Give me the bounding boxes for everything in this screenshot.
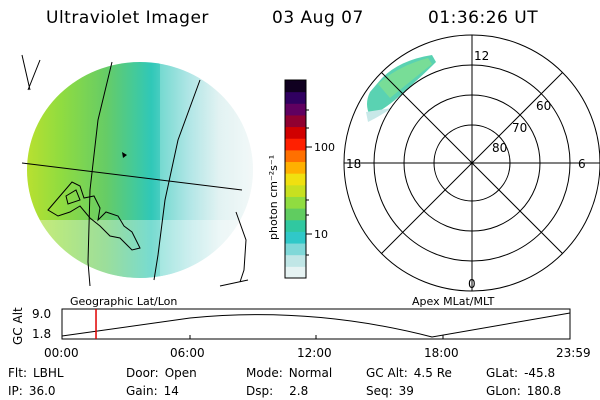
info-door: Door: Open (126, 366, 197, 380)
mlt-label-0: 0 (468, 277, 476, 291)
info-ip: IP: 36.0 (8, 384, 56, 398)
colorbar-swatch (285, 196, 306, 209)
colorbar-swatch (285, 149, 306, 163)
info-seq: Seq: 39 (366, 384, 414, 398)
geographic-panel-label: Geographic Lat/Lon (70, 295, 178, 308)
colorbar-swatch (285, 103, 306, 116)
apex-panel-label: Apex MLat/MLT (412, 295, 495, 308)
time-tick-0600: 06:00 (170, 346, 205, 360)
colorbar-swatch (285, 91, 306, 104)
alt-tick-1-8: 1.8 (32, 327, 51, 341)
colorbar-swatch (285, 231, 306, 244)
colorbar-tick-100: 100 (314, 141, 335, 154)
colorbar-swatch (285, 161, 306, 174)
info-dsp: Dsp: 2.8 (246, 384, 309, 398)
colorbar-tick-10: 10 (314, 228, 328, 241)
info-flt: Flt: LBHL (8, 366, 64, 380)
instrument-title: Ultraviolet Imager (46, 8, 209, 28)
alt-tick-9: 9.0 (32, 307, 51, 321)
mlat-label-70: 70 (512, 121, 527, 135)
mlt-label-12: 12 (474, 49, 489, 63)
info-glat: GLat: -45.8 (486, 366, 556, 380)
colorbar-unit-label: photon cm⁻²s⁻¹ (267, 155, 280, 240)
satellite-marker (122, 152, 127, 158)
alt-ylabel: GC Alt (11, 307, 25, 345)
colorbar-swatch (285, 243, 306, 256)
colorbar-swatch (285, 184, 306, 197)
lat-lon-grid (21, 54, 249, 287)
time-tick-0000: 00:00 (44, 346, 79, 360)
info-glon: GLon: 180.8 (486, 384, 562, 398)
time-tick-2359: 23:59 (556, 346, 591, 360)
info-gain: Gain: 14 (126, 384, 179, 398)
colorbar-swatch (285, 138, 306, 151)
image-date: 03 Aug 07 (272, 8, 364, 28)
colorbar-swatch (285, 219, 306, 232)
mlt-label-6: 6 (578, 157, 586, 171)
colorbar-swatch (285, 173, 306, 186)
colorbar: 100 10 photon cm⁻²s⁻¹ (267, 79, 335, 279)
mlat-label-60: 60 (536, 99, 551, 113)
time-tick-1200: 12:00 (297, 346, 332, 360)
altitude-plot: 9.0 1.8 GC Alt 00:00 06:00 12:00 18:00 2… (11, 307, 591, 360)
colorbar-swatch (285, 208, 306, 221)
polar-plot: 12 18 6 0 60 70 80 (343, 34, 600, 292)
time-tick-1800: 18:00 (424, 346, 459, 360)
info-mode: Mode: Normal (246, 366, 333, 380)
geographic-image (21, 54, 253, 287)
colorbar-swatch (285, 80, 306, 93)
coastline-outline (47, 181, 141, 251)
colorbar-swatch (285, 114, 306, 128)
colorbar-swatch (285, 266, 306, 279)
mlat-label-80: 80 (492, 141, 507, 155)
mlt-label-18: 18 (346, 157, 361, 171)
info-gc-alt: GC Alt: 4.5 Re (366, 366, 452, 380)
colorbar-swatch (285, 126, 306, 139)
image-time: 01:36:26 UT (428, 8, 539, 28)
colorbar-swatch (285, 254, 306, 267)
